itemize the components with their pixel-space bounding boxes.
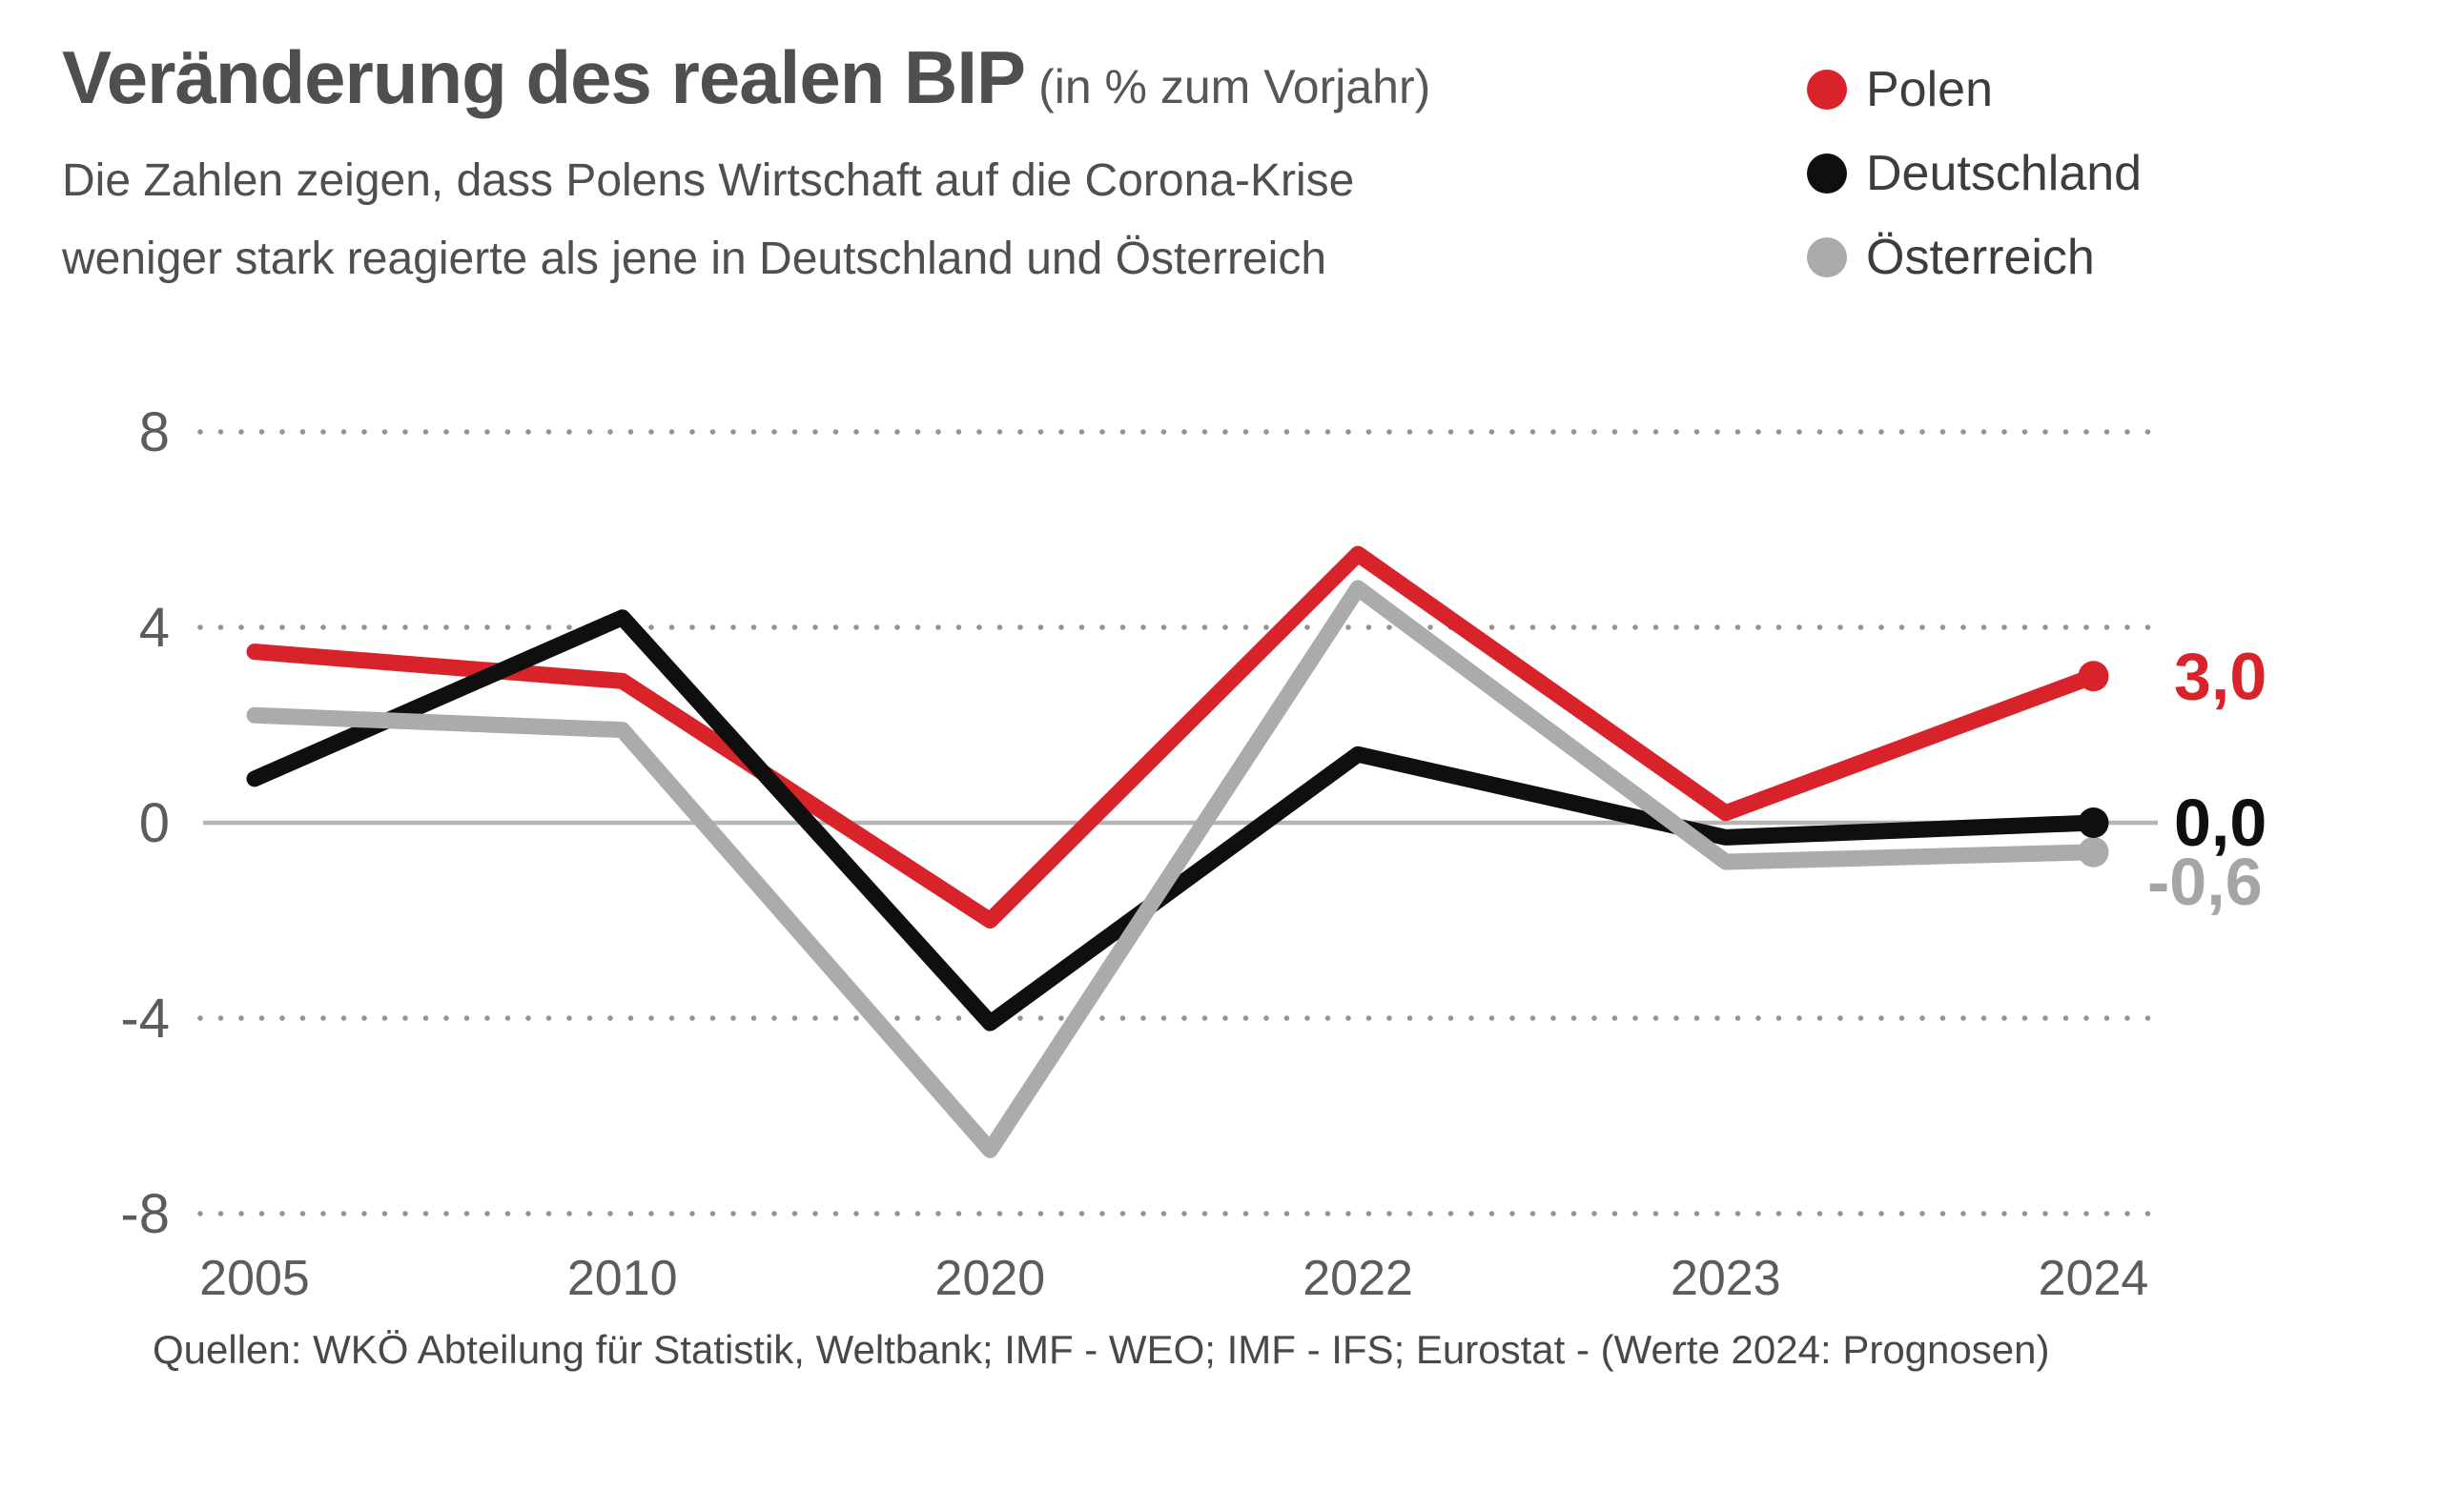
y-axis-label--4: -4 (120, 988, 170, 1050)
subtitle-line-1: Die Zahlen zeigen, dass Polens Wirtschaf… (62, 155, 1355, 206)
legend-item-oesterreich: Österreich (1807, 215, 2142, 299)
series-line-oesterreich (246, 580, 2102, 1158)
legend-item-polen: Polen (1807, 48, 2142, 132)
x-axis-label-2023: 2023 (1671, 1251, 1781, 1306)
y-axis-label-4: 4 (139, 597, 170, 659)
series-line-deutschland (246, 609, 2102, 1032)
x-axis-label-2010: 2010 (567, 1251, 678, 1306)
legend-label-deutschland: Deutschland (1866, 146, 2143, 201)
title-row: Veränderung des realen BIP (in % zum Vorj… (62, 34, 1430, 121)
x-axis-label-2024: 2024 (2039, 1251, 2149, 1306)
legend-dot-deutschland-icon (1807, 153, 1847, 194)
page-title: Veränderung des realen BIP (62, 35, 1026, 119)
x-axis-label-2005: 2005 (199, 1251, 310, 1306)
subtitle-line-2: weniger stark reagierte als jene in Deut… (62, 234, 1327, 284)
end-marker-oesterreich (2078, 836, 2109, 868)
end-value-polen: 3,0 (2174, 639, 2267, 713)
x-axis-label-2020: 2020 (935, 1251, 1046, 1306)
source-note: Quellen: WKÖ Abteilung für Statistik, We… (153, 1327, 2050, 1372)
y-axis-label-8: 8 (139, 401, 170, 463)
legend-label-oesterreich: Österreich (1866, 230, 2095, 285)
end-value-deutschland: 0,0 (2174, 786, 2267, 860)
header: Veränderung des realen BIP (in % zum Vorj… (62, 34, 1430, 298)
chart-legend: Polen Deutschland Österreich (1807, 48, 2142, 299)
legend-dot-polen-icon (1807, 70, 1847, 110)
legend-label-polen: Polen (1866, 62, 1993, 117)
legend-item-deutschland: Deutschland (1807, 132, 2142, 215)
y-axis-label-0: 0 (139, 792, 170, 854)
end-value-oesterreich: -0,6 (2147, 845, 2263, 919)
end-marker-polen (2078, 661, 2109, 692)
subtitle: Die Zahlen zeigen, dass Polens Wirtschaf… (62, 142, 1430, 298)
series-line-polen (246, 545, 2102, 929)
x-axis-label-2022: 2022 (1303, 1251, 1413, 1306)
title-unit-suffix: (in % zum Vorjahr) (1038, 60, 1431, 113)
end-marker-deutschland (2078, 807, 2109, 838)
y-axis-label--8: -8 (120, 1183, 170, 1245)
legend-dot-oesterreich-icon (1807, 237, 1847, 277)
